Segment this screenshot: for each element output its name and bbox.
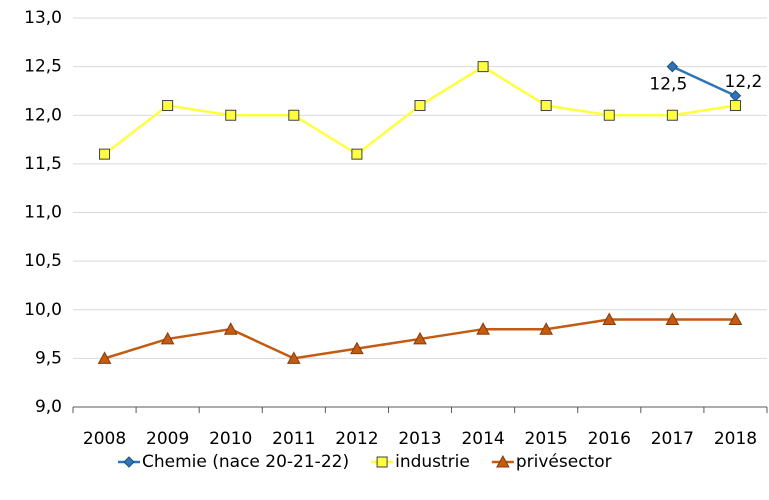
marker (97, 351, 112, 364)
marker (665, 312, 680, 325)
marker (476, 322, 490, 335)
marker (350, 341, 364, 355)
marker (160, 331, 175, 345)
y-tick-label: 9,0 (35, 397, 62, 417)
marker (666, 60, 679, 73)
marker (728, 312, 743, 325)
marker (288, 109, 300, 121)
y-tick-label: 9,5 (35, 348, 62, 368)
y-tick-label: 10,0 (24, 300, 62, 320)
marker (496, 454, 510, 468)
x-tick-label: 2015 (525, 429, 568, 449)
x-tick-label: 2010 (209, 429, 252, 449)
legend-label: Chemie (nace 20-21-22) (142, 452, 349, 472)
data-label: 12,5 (649, 75, 687, 95)
y-tick-label: 12,5 (24, 57, 62, 77)
legend-label: privésector (516, 452, 612, 472)
x-tick-label: 2012 (335, 429, 378, 449)
y-tick-label: 10,5 (24, 251, 62, 271)
marker (603, 109, 615, 121)
x-tick-label: 2009 (146, 429, 189, 449)
x-tick-label: 2008 (83, 429, 126, 449)
marker (414, 100, 426, 112)
x-tick-label: 2016 (588, 429, 631, 449)
marker (539, 322, 554, 335)
legend-label: industrie (395, 452, 470, 472)
marker (477, 61, 489, 73)
legend: Chemie (nace 20-21-22) industrie privésect… (118, 452, 612, 472)
y-tick-label: 11,5 (24, 154, 62, 174)
marker (376, 456, 388, 468)
marker (666, 109, 678, 121)
marker (729, 90, 742, 102)
y-tick-label: 12,0 (24, 105, 62, 125)
x-tick-label: 2017 (651, 429, 694, 449)
marker (162, 100, 174, 112)
marker (540, 100, 552, 112)
y-tick-label: 11,0 (24, 203, 62, 223)
marker (99, 148, 111, 160)
marker (729, 100, 741, 112)
marker (413, 331, 427, 345)
marker (602, 312, 617, 325)
x-tick-label: 2018 (714, 429, 757, 449)
series-line (671, 65, 736, 97)
x-tick-label: 2013 (398, 429, 441, 449)
data-label: 12,2 (725, 72, 763, 92)
x-tick-label: 2011 (272, 429, 315, 449)
marker (223, 322, 238, 335)
marker (351, 148, 363, 160)
y-tick-label: 13,0 (24, 8, 62, 28)
x-tick-label: 2014 (461, 429, 504, 449)
marker (225, 109, 237, 121)
marker (123, 456, 135, 468)
marker (286, 351, 301, 364)
